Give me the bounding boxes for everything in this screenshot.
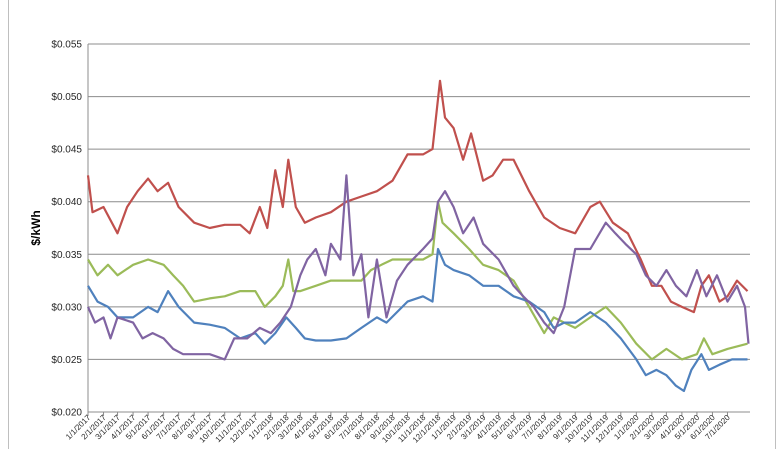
- series-line: [86, 174, 750, 361]
- y-tick-label: $0.045: [51, 145, 82, 156]
- x-axis-ticks: 1/1/20172/1/20173/1/20174/1/20175/1/2017…: [64, 412, 732, 445]
- y-tick-label: $0.030: [51, 302, 82, 313]
- y-tick-label: $0.020: [51, 408, 82, 419]
- y-tick-label: $0.040: [51, 197, 82, 208]
- series-line: [87, 200, 748, 361]
- y-tick-label: $0.035: [51, 250, 82, 261]
- series-line: [87, 247, 748, 393]
- y-tick-label: $0.055: [51, 40, 82, 51]
- series-line: [86, 79, 749, 314]
- y-axis-ticks: $0.020 $0.025 $0.030 $0.035 $0.040 $0.045 $0.0…: [51, 40, 82, 419]
- series-lines: [86, 79, 750, 393]
- y-tick-label: $0.025: [51, 355, 82, 366]
- y-axis-label: $/kWh: [29, 210, 43, 245]
- chart-frame: [8, 0, 776, 449]
- y-tick-label: $0.050: [51, 92, 82, 103]
